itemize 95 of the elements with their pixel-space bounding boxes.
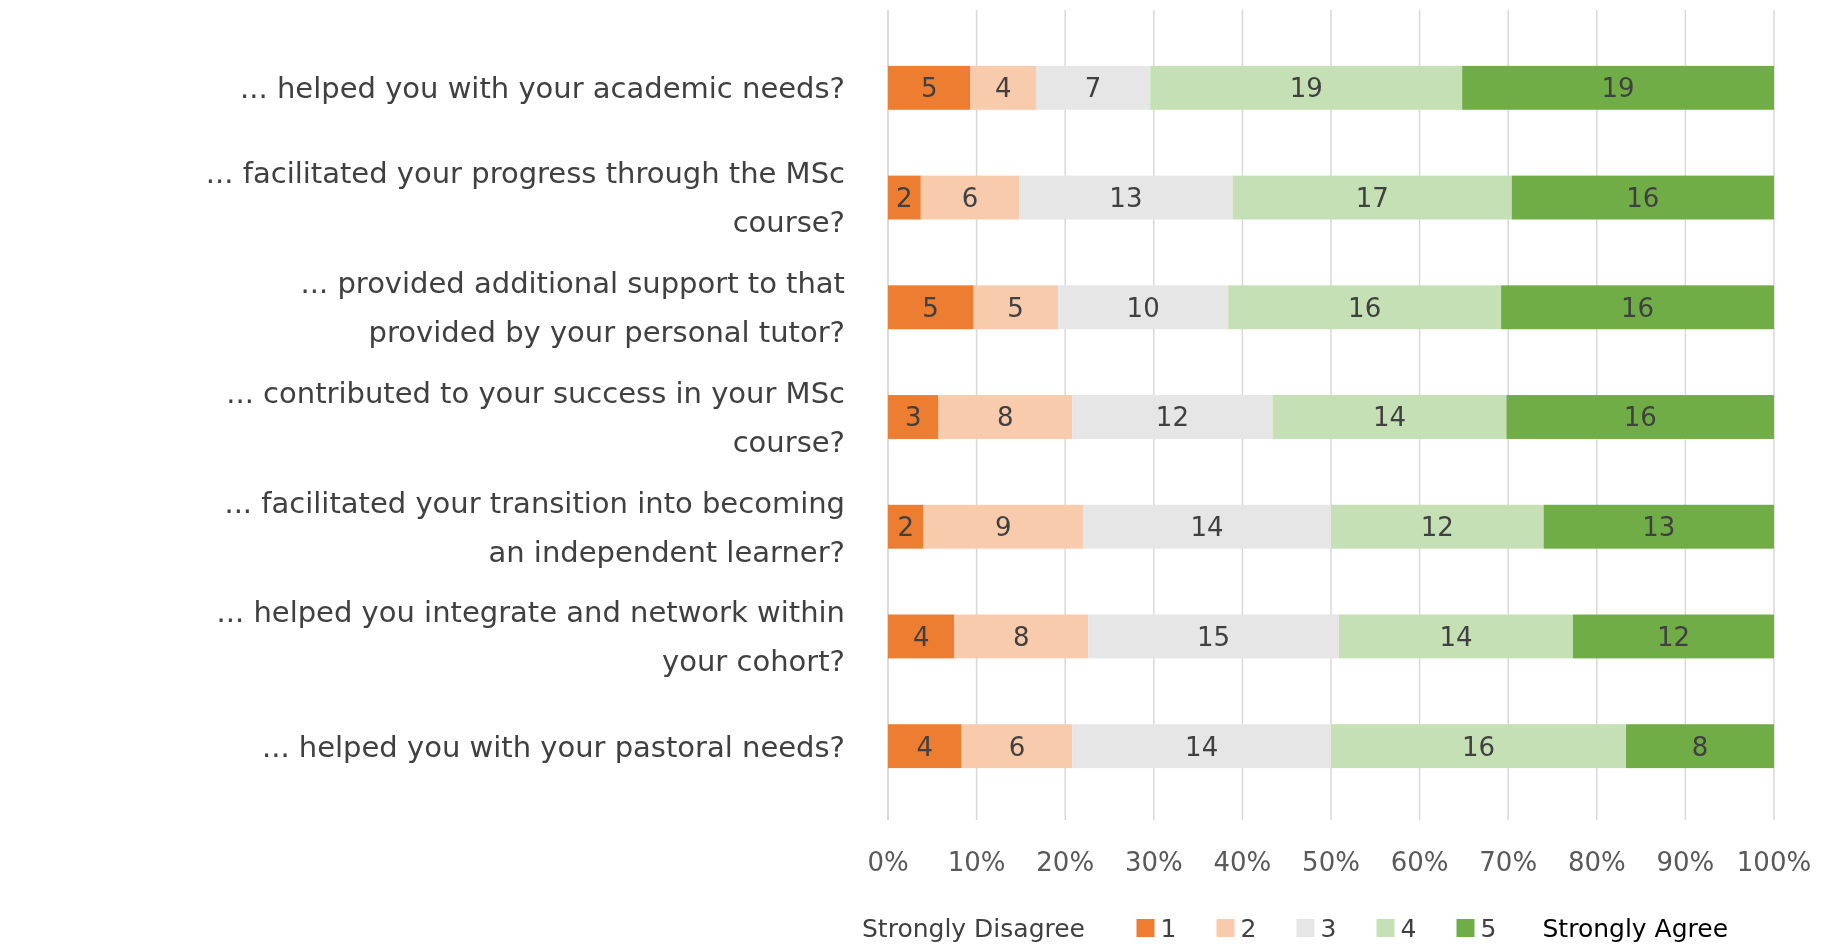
bar [973, 285, 1059, 330]
bar [1462, 65, 1774, 110]
annotation: 4 [916, 731, 934, 762]
legend-label: 5 [1480, 914, 1497, 943]
annotation: 8 [997, 402, 1014, 433]
bar [888, 285, 974, 330]
x-tick-label: 0% [867, 847, 909, 878]
text: Strongly Agree [1542, 914, 1729, 943]
bar [1331, 724, 1627, 769]
y-tick-label: ... helped you with your academic needs? [240, 71, 845, 106]
bar [1019, 175, 1233, 220]
bar [1501, 285, 1774, 330]
bar [888, 395, 939, 439]
annotation: 15 [1197, 621, 1231, 652]
annotation: 12 [1155, 402, 1189, 433]
bar [1150, 65, 1463, 110]
annotation: 8 [1013, 621, 1030, 652]
annotation: 2 [897, 512, 914, 543]
annotation: 3 [904, 402, 922, 433]
annotation: 2 [896, 182, 913, 213]
y-tick-label: ... facilitated your transition into becoming an independent learner? [224, 485, 845, 569]
annotation: 8 [1691, 731, 1709, 762]
bar [888, 65, 971, 110]
bar [1035, 65, 1151, 110]
annotation: 14 [1372, 402, 1407, 433]
y-tick-label: ... provided additional support to that provided by your personal tutor? [300, 266, 845, 350]
annotation: 6 [1008, 731, 1026, 762]
annotation: 19 [1289, 73, 1323, 104]
bar [1072, 395, 1273, 439]
x-tick-label: 80% [1567, 847, 1626, 878]
annotation: 16 [1623, 402, 1657, 433]
text: Strongly Disagree [862, 914, 1085, 943]
annotation: 6 [961, 182, 979, 213]
bar [1082, 504, 1331, 549]
x-tick-label: 50% [1302, 847, 1360, 878]
bar [1272, 395, 1507, 439]
bar [1338, 614, 1573, 659]
annotation: 5 [1007, 292, 1024, 323]
y-tick-label: ... facilitated your progress through the MSc course? [205, 156, 845, 240]
x-tick-label: 100% [1736, 847, 1812, 878]
bar [888, 175, 921, 220]
bar [1543, 504, 1774, 549]
annotation: 16 [1621, 292, 1655, 323]
bar [923, 504, 1083, 549]
annotation: 12 [1420, 512, 1454, 543]
bar [1072, 724, 1331, 769]
bar [888, 724, 962, 769]
annotation: 4 [912, 621, 930, 652]
legend-label: 3 [1320, 914, 1337, 943]
annotation: 14 [1190, 512, 1224, 543]
x-tick-label: 90% [1656, 847, 1715, 878]
annotation: 5 [920, 73, 938, 104]
x-tick-label: 70% [1479, 847, 1538, 878]
x-tick-label: 10% [947, 847, 1006, 878]
x-tick-label: 20% [1036, 847, 1095, 878]
legend-label: 4 [1400, 914, 1417, 943]
annotation: 9 [994, 512, 1012, 543]
annotation: 5 [922, 292, 939, 323]
bar [970, 65, 1036, 110]
bar [1331, 504, 1544, 549]
annotation: 14 [1185, 731, 1219, 762]
legend-label: 2 [1240, 914, 1257, 943]
annotation: 12 [1656, 621, 1690, 652]
annotation: 16 [1461, 731, 1496, 762]
y-tick-label: ... helped you integrate and network within your cohort? [216, 595, 845, 679]
annotation: 19 [1601, 73, 1635, 104]
annotation: 10 [1126, 292, 1160, 323]
bar [1626, 724, 1774, 769]
bar [1088, 614, 1339, 659]
bar [1228, 285, 1502, 330]
bar [938, 395, 1073, 439]
bar [1058, 285, 1229, 330]
legend-label: 1 [1160, 914, 1177, 943]
bar [1232, 175, 1512, 220]
bar [1511, 175, 1774, 220]
bar [888, 504, 924, 549]
y-tick-label: ... contributed to your success in your MSc course? [226, 375, 845, 459]
bar [1506, 395, 1774, 439]
annotation: 4 [994, 73, 1012, 104]
bar [888, 614, 955, 659]
bar [1572, 614, 1774, 659]
bar [920, 175, 1020, 220]
bar [954, 614, 1089, 659]
x-tick-label: 40% [1213, 847, 1272, 878]
annotation: 16 [1348, 292, 1382, 323]
annotation: 7 [1084, 73, 1102, 104]
annotation: 16 [1626, 182, 1660, 213]
x-tick-label: 60% [1390, 847, 1449, 878]
annotation: 13 [1109, 182, 1143, 213]
x-tick-label: 30% [1124, 847, 1183, 878]
annotation: 13 [1642, 512, 1676, 543]
bar [961, 724, 1073, 769]
y-tick-label: ... helped you with your pastoral needs? [261, 729, 845, 764]
annotation: 17 [1355, 182, 1389, 213]
annotation: 14 [1439, 621, 1473, 652]
